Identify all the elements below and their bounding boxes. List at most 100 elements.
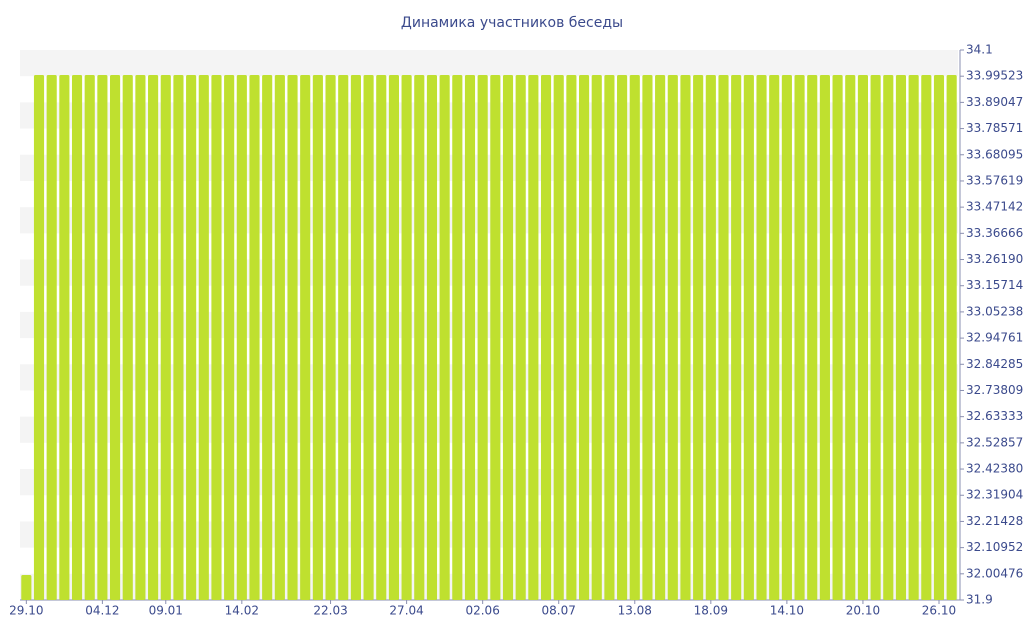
bar <box>921 75 932 600</box>
background-band <box>20 50 958 77</box>
y-tick-label: 32.84285 <box>966 357 1023 371</box>
y-tick-label: 32.21428 <box>966 514 1023 528</box>
bar <box>388 75 400 600</box>
bar <box>604 75 615 600</box>
bar <box>452 75 463 600</box>
y-tick-label: 33.26190 <box>966 252 1023 266</box>
bar <box>832 75 843 600</box>
bar <box>578 75 590 600</box>
x-tick-label: 14.10 <box>770 604 804 618</box>
bar <box>857 75 869 600</box>
y-tick-label: 32.94761 <box>966 331 1023 345</box>
bar <box>553 75 564 600</box>
bar <box>350 75 361 600</box>
bar <box>426 75 438 600</box>
bar <box>845 75 856 600</box>
bar <box>756 75 767 600</box>
y-tick-label: 32.00476 <box>966 566 1023 580</box>
bar <box>680 75 691 600</box>
bar <box>33 75 45 600</box>
bar <box>781 75 792 600</box>
bar <box>109 75 121 600</box>
x-tick-label: 20.10 <box>846 604 880 618</box>
bar <box>477 75 488 600</box>
bar <box>807 75 818 600</box>
bar <box>338 75 349 600</box>
x-tick-label: 18.09 <box>694 604 728 618</box>
bar <box>84 75 95 600</box>
bar <box>312 75 323 600</box>
y-tick-label: 33.15714 <box>966 278 1023 292</box>
bar <box>794 75 805 600</box>
y-tick-label: 33.57619 <box>966 173 1023 187</box>
bar <box>414 75 425 600</box>
bar <box>122 75 133 600</box>
bar <box>908 75 919 600</box>
bar <box>718 75 729 600</box>
y-tick-label: 32.10952 <box>966 540 1023 554</box>
bar <box>667 75 678 600</box>
bar <box>160 75 171 600</box>
y-tick-label: 33.78571 <box>966 121 1023 135</box>
y-tick-label: 33.68095 <box>966 147 1023 161</box>
bar <box>883 75 894 600</box>
bar <box>528 75 539 600</box>
bar <box>401 75 412 600</box>
bar <box>325 75 336 600</box>
bar <box>464 75 476 600</box>
bar <box>148 75 159 600</box>
bar <box>135 75 146 600</box>
x-tick-label: 26.10 <box>922 604 956 618</box>
bar <box>376 75 387 600</box>
x-tick-label: 08.07 <box>542 604 576 618</box>
bar <box>946 75 957 600</box>
x-tick-label: 29.10 <box>9 604 43 618</box>
y-tick-label: 33.36666 <box>966 226 1023 240</box>
x-tick-label: 13.08 <box>618 604 652 618</box>
y-tick-label: 31.9 <box>966 593 993 607</box>
bar <box>236 75 247 600</box>
bar <box>97 75 108 600</box>
bar <box>933 75 945 600</box>
y-tick-label: 32.31904 <box>966 488 1023 502</box>
y-tick-label: 33.89047 <box>966 95 1023 109</box>
y-tick-label: 32.63333 <box>966 409 1023 423</box>
bar <box>186 75 197 600</box>
y-tick-label: 33.47142 <box>966 200 1023 214</box>
bar <box>629 75 640 600</box>
bar <box>693 75 704 600</box>
bar <box>211 75 222 600</box>
bar <box>287 75 298 600</box>
bar <box>224 75 235 600</box>
bar <box>300 75 311 600</box>
bar <box>198 75 209 600</box>
bar <box>249 75 260 600</box>
y-tick-label: 34.1 <box>966 43 993 57</box>
bar <box>642 75 653 600</box>
bar <box>59 75 70 600</box>
bar <box>71 75 83 600</box>
bar <box>819 75 830 600</box>
bar <box>515 75 526 600</box>
bar <box>173 75 184 600</box>
y-tick-label: 32.73809 <box>966 383 1023 397</box>
bar <box>502 75 514 600</box>
bar <box>439 75 450 600</box>
bar <box>895 75 907 600</box>
bar <box>731 75 742 600</box>
x-tick-label: 14.02 <box>225 604 259 618</box>
bar <box>769 75 780 600</box>
chart-title: Динамика участников беседы <box>401 15 623 31</box>
bar <box>21 575 32 600</box>
bar <box>363 75 374 600</box>
bar <box>617 75 628 600</box>
bar <box>591 75 602 600</box>
bar <box>540 75 552 600</box>
y-tick-label: 33.05238 <box>966 304 1023 318</box>
bar <box>566 75 577 600</box>
bar <box>705 75 716 600</box>
x-tick-label: 27.04 <box>389 604 423 618</box>
x-tick-label: 04.12 <box>85 604 119 618</box>
bar <box>490 75 501 600</box>
